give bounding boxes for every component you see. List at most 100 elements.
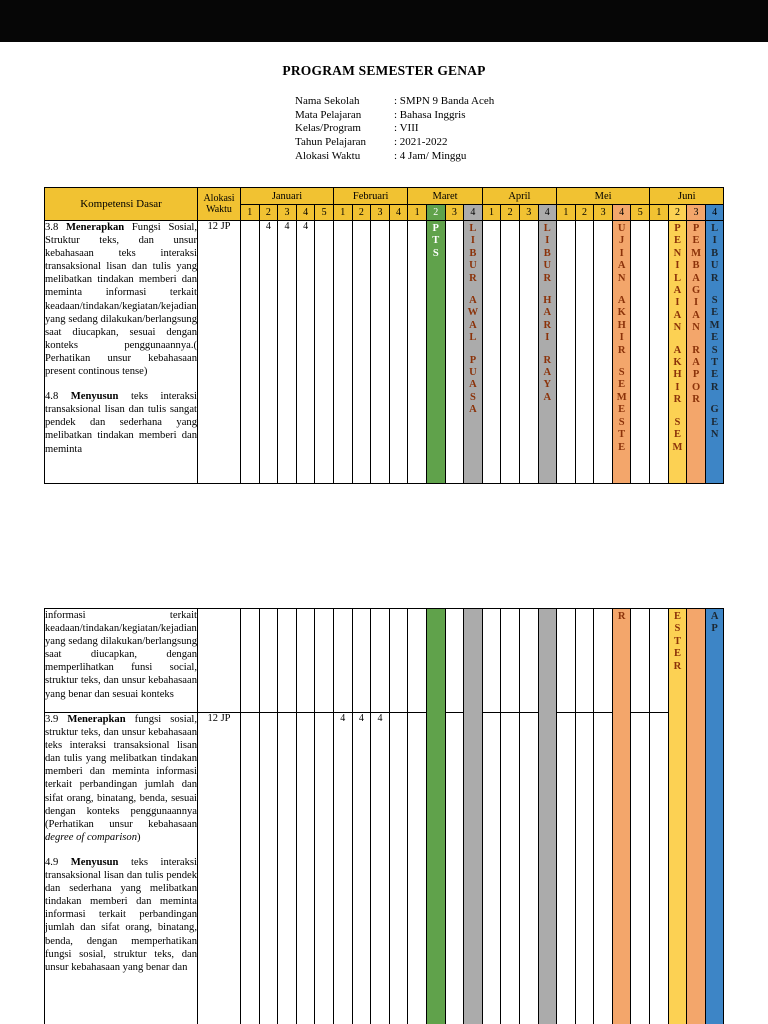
month-header-april: April	[481, 187, 558, 205]
week-value-cell	[518, 220, 539, 484]
week-number-header: 2	[258, 204, 279, 221]
week-value-cell	[370, 220, 390, 484]
week-value-cell: 4	[258, 220, 279, 484]
week-value-cell	[574, 608, 595, 713]
week-number-header: 2	[667, 204, 688, 221]
kompetensi-cell: 3.8 Menerapkan Fungsi Sosial, Struktur t…	[44, 220, 198, 484]
week-value-cell	[593, 712, 613, 1024]
week-value-cell: 4	[332, 712, 353, 1024]
document-info-block: Nama Sekolah : SMPN 9 Banda Aceh Mata Pe…	[295, 95, 494, 164]
week-value-cell	[630, 608, 651, 713]
week-value-cell	[240, 220, 260, 484]
week-value-cell	[649, 220, 669, 484]
info-row-alokasi-waktu: Alokasi Waktu : 4 Jam/ Minggu	[295, 150, 494, 164]
month-header-juni: Juni	[649, 187, 725, 205]
week-value-cell	[556, 608, 576, 713]
info-label: Alokasi Waktu	[295, 149, 361, 162]
week-value-cell	[277, 712, 297, 1024]
kd-paragraph: 4.9 Menyusun teks interaksi transaksiona…	[45, 856, 197, 973]
week-number-header: 5	[314, 204, 334, 221]
week-value-cell	[332, 608, 353, 713]
week-value-cell	[407, 220, 427, 484]
week-value-cell	[500, 220, 520, 484]
week-value-cell	[518, 608, 539, 713]
week-value-cell	[500, 712, 520, 1024]
kd-continuation-row: informasi terkait keadaan/tindakan/kegia…	[44, 608, 725, 1024]
prosem-table-page-2: informasi terkait keadaan/tindakan/kegia…	[44, 608, 725, 1024]
week-value-cell	[388, 608, 409, 713]
week-value-cell	[370, 608, 390, 713]
week-value-cell	[481, 712, 502, 1024]
week-value-cell	[444, 220, 465, 484]
month-header-maret: Maret	[407, 187, 483, 205]
week-value-cell: 4	[370, 712, 390, 1024]
info-value: : VIII	[394, 122, 419, 135]
info-label: Tahun Pelajaran	[295, 136, 367, 149]
week-value-cell	[240, 712, 260, 1024]
kd-row-3-8: 3.8 Menerapkan Fungsi Sosial, Struktur t…	[44, 220, 725, 484]
week-value-cell: 4	[295, 220, 316, 484]
week-value-cell	[574, 712, 595, 1024]
week-value-cell	[277, 608, 297, 713]
week-value-cell	[314, 608, 334, 713]
week-number-header: 2	[351, 204, 372, 221]
kompetensi-cell: informasi terkait keadaan/tindakan/kegia…	[44, 608, 198, 713]
week-value-cell	[481, 220, 502, 484]
alokasi-waktu-header: Alokasi Waktu	[197, 187, 241, 221]
info-row-nama-sekolah: Nama Sekolah : SMPN 9 Banda Aceh	[295, 95, 494, 109]
week-number-header: 3	[277, 204, 297, 221]
document-title: PROGRAM SEMESTER GENAP	[282, 63, 486, 78]
week-number-header: 3	[444, 204, 465, 221]
week-value-cell	[444, 712, 465, 1024]
week-value-cell	[314, 712, 334, 1024]
week-value-cell	[240, 608, 260, 713]
week-number-header: 4	[611, 204, 632, 221]
week-number-header: 1	[332, 204, 353, 221]
week-number-header: 3	[686, 204, 706, 221]
week-value-cell	[351, 608, 372, 713]
week-number-header: 1	[481, 204, 502, 221]
week-value-cell	[649, 712, 669, 1024]
info-label: Kelas/Program	[295, 122, 361, 135]
week-number-header: 4	[537, 204, 558, 221]
week-number-header: 2	[425, 204, 446, 221]
week-value-cell: 4	[277, 220, 297, 484]
week-value-cell: 4	[351, 712, 372, 1024]
kompetensi-cell: 3.9 Menerapkan fungsi sosial, struktur t…	[44, 712, 198, 1024]
week-number-header: 1	[407, 204, 427, 221]
info-row-tahun-pelajaran: Tahun Pelajaran : 2021-2022	[295, 136, 494, 150]
week-value-cell	[388, 712, 409, 1024]
week-value-cell	[630, 220, 651, 484]
kd-paragraph: 4.8 Menyusun teks interaksi transaksiona…	[45, 391, 197, 455]
info-label: Nama Sekolah	[295, 95, 360, 107]
week-value-cell	[444, 608, 465, 713]
week-value-cell	[649, 608, 669, 713]
week-number-header: 3	[370, 204, 390, 221]
info-row-mata-pelajaran: Mata Pelajaran : Bahasa Inggris	[295, 109, 494, 123]
month-header-januari: Januari	[240, 187, 334, 205]
week-value-cell	[500, 608, 520, 713]
special-column-cell	[463, 608, 483, 1024]
info-row-kelas-program: Kelas/Program : VIII	[295, 122, 494, 136]
alokasi-jp-cell: 12 JP	[197, 220, 241, 484]
week-number-header: 4	[704, 204, 725, 221]
info-value: : 2021-2022	[394, 136, 448, 149]
week-value-cell	[407, 608, 427, 713]
week-value-cell	[574, 220, 595, 484]
kompetensi-dasar-header: Kompetensi Dasar	[44, 187, 198, 221]
special-column-cell	[425, 608, 446, 1024]
week-number-header: 4	[463, 204, 483, 221]
